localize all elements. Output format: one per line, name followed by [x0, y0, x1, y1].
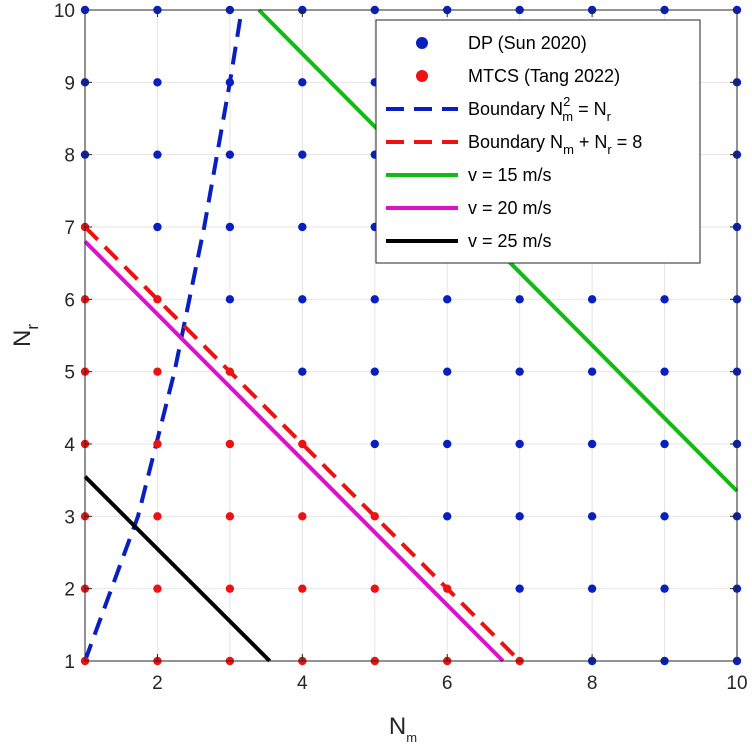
x-axis-label: Nm	[389, 713, 417, 745]
x-tick-label: 6	[442, 673, 453, 694]
y-axis-label: Nr	[9, 324, 42, 347]
legend-label-boundary_linear: Boundary Nm + Nr = 8	[468, 132, 642, 157]
y-tick-label: 8	[64, 146, 75, 167]
y-tick-label: 2	[64, 580, 75, 601]
point-dp	[298, 295, 307, 304]
legend-label-boundary_quadratic: Boundary N2 m = Nr	[468, 94, 612, 124]
point-dp	[370, 295, 379, 304]
point-dp	[443, 512, 452, 521]
point-dp	[298, 78, 307, 87]
point-mtcs	[443, 584, 452, 593]
point-dp	[153, 222, 162, 232]
y-tick-label: 9	[64, 73, 75, 94]
point-mtcs	[153, 367, 162, 376]
axis-labels: Nm Nr	[9, 324, 417, 745]
point-dp	[660, 295, 669, 304]
point-mtcs	[153, 295, 162, 304]
point-mtcs	[153, 584, 162, 593]
y-tick-label: 4	[64, 435, 75, 456]
point-mtcs	[225, 512, 235, 521]
point-dp	[225, 78, 235, 87]
plot-frame	[84, 9, 738, 662]
legend-label-mtcs: MTCS (Tang 2022)	[468, 66, 620, 86]
point-dp	[587, 439, 597, 449]
legend-marker-dp	[416, 37, 428, 49]
y-tick-label: 6	[64, 290, 75, 311]
point-dp	[153, 78, 162, 87]
point-dp	[587, 512, 597, 521]
point-mtcs	[370, 584, 379, 593]
legend-label-v15: v = 15 m/s	[468, 165, 552, 185]
point-dp	[298, 222, 307, 232]
point-dp	[298, 367, 307, 376]
point-dp	[515, 367, 524, 376]
point-dp	[660, 512, 669, 521]
legend-label-v20: v = 20 m/s	[468, 198, 552, 218]
point-dp	[225, 222, 235, 232]
legend: DP (Sun 2020) MTCS (Tang 2022) Boundary N2…	[375, 19, 701, 264]
point-dp	[225, 150, 235, 159]
series-line-v20	[83, 240, 505, 663]
point-mtcs	[298, 584, 307, 593]
point-mtcs	[153, 512, 162, 521]
point-dp	[587, 584, 597, 593]
point-dp	[443, 295, 452, 304]
point-dp	[298, 150, 307, 159]
point-mtcs	[153, 439, 162, 449]
x-tick-label: 10	[726, 673, 747, 694]
x-tick-label: 2	[152, 673, 163, 694]
legend-marker-mtcs	[416, 70, 428, 82]
x-tick-label: 4	[297, 673, 308, 694]
point-mtcs	[225, 367, 235, 376]
point-mtcs	[298, 512, 307, 521]
point-dp	[515, 512, 524, 521]
x-tick-label: 8	[587, 673, 598, 694]
point-mtcs	[225, 439, 235, 449]
point-dp	[153, 150, 162, 159]
point-dp	[587, 367, 597, 376]
series-line-v25	[83, 475, 272, 663]
point-dp	[443, 367, 452, 376]
y-tick-label: 10	[54, 1, 75, 22]
point-dp	[370, 367, 379, 376]
point-dp	[370, 439, 379, 449]
point-mtcs	[225, 584, 235, 593]
y-tick-label: 7	[64, 218, 75, 239]
point-dp	[660, 584, 669, 593]
point-dp	[515, 295, 524, 304]
legend-label-dp: DP (Sun 2020)	[468, 33, 587, 53]
point-dp	[443, 439, 452, 449]
legend-label-v25: v = 25 m/s	[468, 231, 552, 251]
y-tick-label: 3	[64, 507, 75, 528]
point-dp	[225, 295, 235, 304]
point-dp	[660, 439, 669, 449]
y-tick-label: 1	[64, 652, 75, 673]
point-mtcs	[298, 439, 307, 449]
point-dp	[587, 295, 597, 304]
point-dp	[515, 584, 524, 593]
point-dp	[515, 439, 524, 449]
point-mtcs	[370, 512, 379, 521]
series-line-boundary_quadratic	[83, 9, 244, 662]
point-dp	[660, 367, 669, 376]
y-tick-label: 5	[64, 363, 75, 384]
